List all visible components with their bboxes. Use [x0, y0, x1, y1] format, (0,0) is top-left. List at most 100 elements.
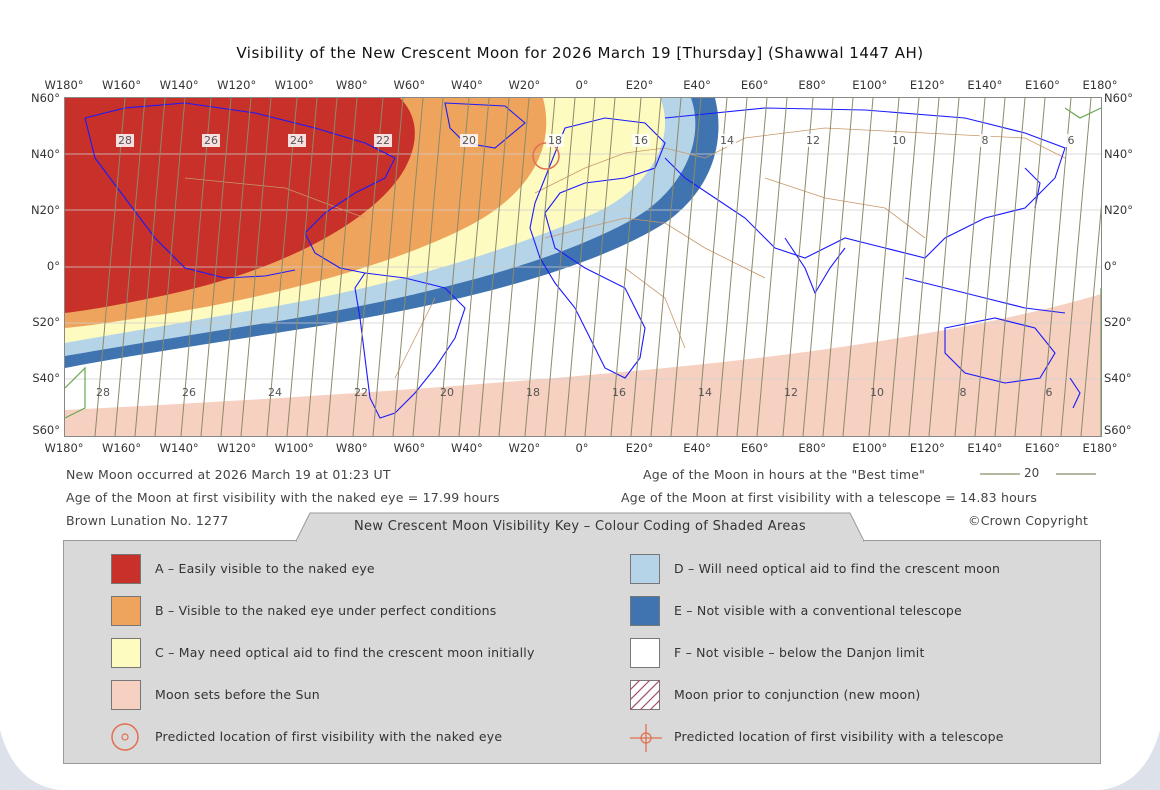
age-contour-label: 12 [804, 134, 822, 147]
age-contour-line [286, 98, 318, 436]
age-contour-line [1040, 98, 1072, 436]
longitude-label: E60° [740, 441, 769, 455]
age-contour-label: 22 [354, 386, 368, 399]
age-contour-label: 22 [374, 134, 392, 147]
latitude-label: N60° [31, 91, 60, 105]
age-contour-label: 14 [698, 386, 712, 399]
best-time-legend: Age of the Moon in hours at the "Best ti… [643, 467, 926, 482]
latitude-label: N40° [31, 147, 60, 161]
age-contour-label: 8 [979, 134, 991, 147]
age-contour-line [974, 98, 1006, 436]
longitude-label: E20° [625, 441, 654, 455]
latitude-label: S20° [32, 315, 60, 329]
longitude-label: W180° [44, 441, 84, 455]
age-contour-line [392, 98, 424, 436]
longitude-label: W20° [508, 441, 541, 455]
longitude-label: W40° [450, 78, 483, 92]
age-contour-line [756, 98, 788, 436]
best-time-legend-sample: 20 [980, 466, 1096, 482]
age-contour-line [1080, 205, 1101, 436]
longitude-label: E140° [967, 441, 1003, 455]
latitude-label: N20° [31, 203, 60, 217]
longitude-label: W20° [508, 78, 541, 92]
age-contour-line [544, 98, 576, 436]
age-contour-label: 18 [546, 134, 564, 147]
age-contour-line [584, 98, 616, 436]
age-contour-line [782, 98, 814, 436]
key-title: New Crescent Moon Visibility Key – Colou… [354, 519, 806, 534]
age-contour-line [352, 98, 384, 436]
longitude-label: W60° [393, 78, 426, 92]
age-contour-label: 6 [1045, 386, 1053, 399]
longitude-label: W100° [274, 441, 314, 455]
age-contour-line [478, 98, 510, 436]
longitude-label: E20° [625, 78, 654, 92]
longitude-label: W120° [217, 78, 257, 92]
age-contour-line [326, 98, 358, 436]
longitude-label: W160° [102, 78, 142, 92]
longitude-label: E80° [798, 441, 827, 455]
age-contour-line [438, 98, 470, 436]
longitude-label: E140° [967, 78, 1003, 92]
latitude-label: 0° [1104, 259, 1118, 273]
age-contour-line [908, 98, 940, 436]
key-swatch-moonset [111, 680, 141, 710]
age-contours [94, 98, 1101, 436]
longitude-label: W100° [274, 78, 314, 92]
latitude-label: N20° [1104, 203, 1133, 217]
longitude-label: 0° [575, 441, 589, 455]
age-contour-line [180, 98, 212, 436]
longitude-label: E180° [1082, 78, 1118, 92]
longitude-label: W40° [450, 441, 483, 455]
key-label-f: F – Not visible – below the Danjon limit [674, 645, 925, 660]
visibility-map: 28 26 24 22 20 18 16 14 12 10 8 6 28 26 24 22 20 18 16 14 1… [64, 97, 1102, 437]
age-contour-label: 28 [116, 134, 134, 147]
age-contour-label: 20 [460, 134, 478, 147]
age-contour-label: 8 [959, 386, 967, 399]
longitude-label: W180° [44, 78, 84, 92]
dateline-marker-west [65, 366, 86, 419]
age-contour-line [670, 98, 702, 436]
best-time-legend-line [980, 473, 1096, 475]
age-contour-line [736, 98, 768, 436]
age-contour-label: 10 [890, 134, 908, 147]
latitude-label: S40° [32, 371, 60, 385]
age-contour-line [458, 98, 490, 436]
key-swatch-f [630, 638, 660, 668]
longitude-label: W140° [159, 441, 199, 455]
longitude-label: 0° [575, 78, 589, 92]
age-contour-line [498, 98, 530, 436]
key-swatch-e [630, 596, 660, 626]
age-contour-line [928, 98, 960, 436]
age-contour-line [1014, 98, 1046, 436]
key-label-telescope-marker: Predicted location of first visibility w… [674, 729, 1004, 744]
best-time-legend-value: 20 [1024, 466, 1040, 480]
age-contour-line [630, 98, 662, 436]
age-contour-label: 26 [182, 386, 196, 399]
key-label-b: B – Visible to the naked eye under perfe… [155, 603, 497, 618]
latitude-label: S20° [1104, 315, 1132, 329]
age-contour-line [1060, 98, 1092, 436]
age-contour-label: 28 [96, 386, 110, 399]
age-contour-line [134, 98, 166, 436]
key-label-prior-conjunction: Moon prior to conjunction (new moon) [674, 687, 921, 702]
key-label-a: A – Easily visible to the naked eye [155, 561, 375, 576]
latitude-label: N60° [1104, 91, 1133, 105]
longitude-label: E40° [683, 441, 711, 455]
key-swatch-c [111, 638, 141, 668]
age-contour-line [822, 98, 854, 436]
longitude-label: E180° [1082, 441, 1118, 455]
longitude-label: W160° [102, 441, 142, 455]
key-title-tab: New Crescent Moon Visibility Key – Colou… [296, 512, 864, 542]
age-contour-label: 16 [612, 386, 626, 399]
target-circle-icon [111, 723, 139, 751]
lunation-number: Brown Lunation No. 1277 [66, 513, 229, 528]
longitude-label: E60° [740, 78, 769, 92]
dateline-marker [1064, 107, 1101, 436]
key-label-naked-eye-marker: Predicted location of first visibility w… [155, 729, 503, 744]
telescope-age: Age of the Moon at first visibility with… [621, 490, 1038, 505]
zone-moonset-before-sun [65, 294, 1101, 436]
longitude-label: W80° [335, 441, 368, 455]
age-contour-line [266, 98, 298, 436]
